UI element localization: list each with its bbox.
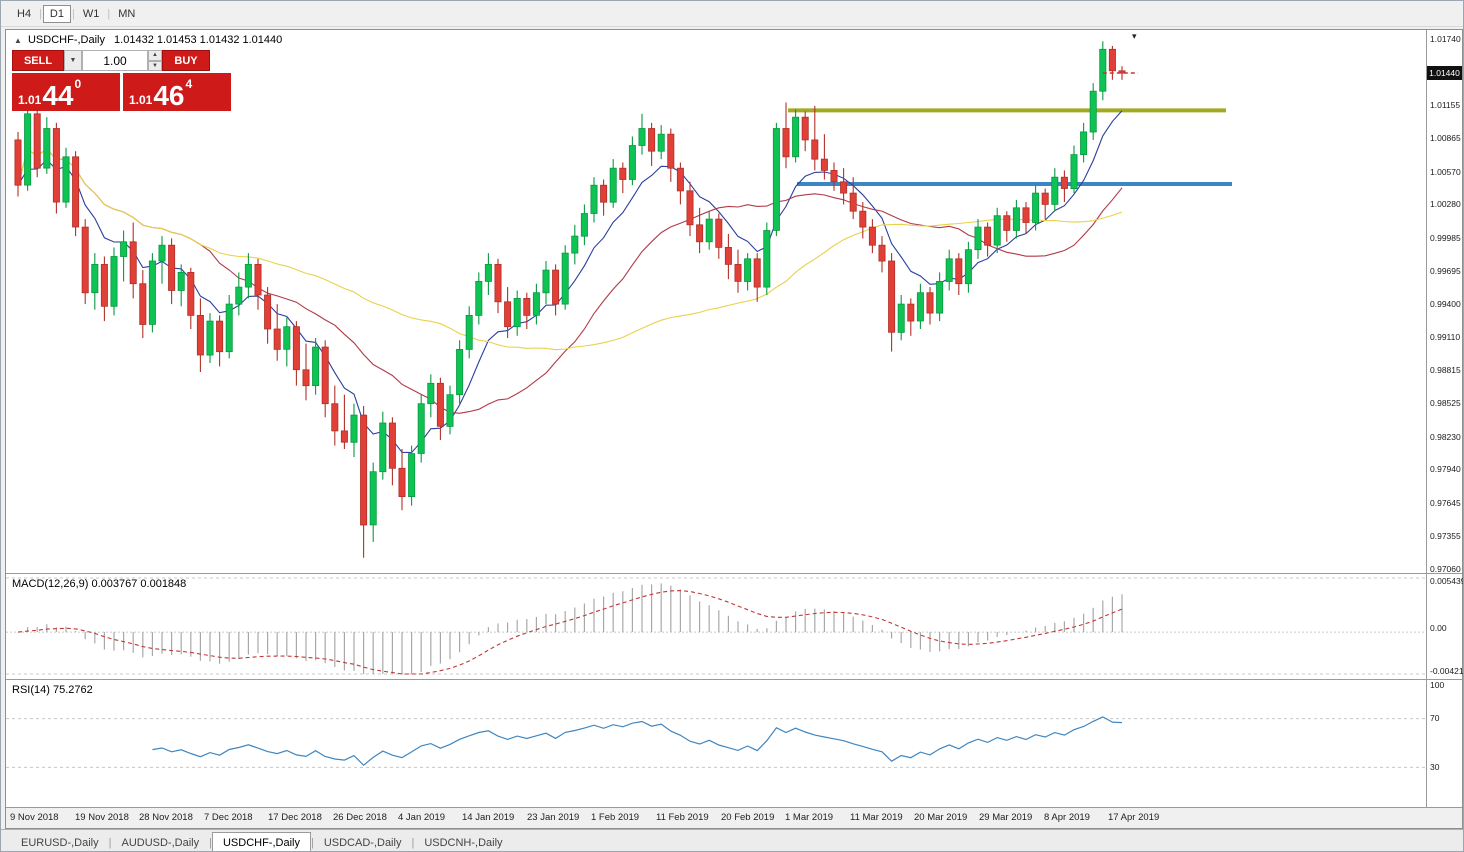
date-axis-label: 7 Dec 2018 xyxy=(204,812,253,823)
volume-up-icon[interactable]: ▲ xyxy=(148,50,162,61)
chart-ohlc-values: 1.01432 1.01453 1.01432 1.01440 xyxy=(114,34,283,46)
symbol-tab-usdcnh[interactable]: USDCNH-,Daily xyxy=(424,837,503,849)
price-axis-label: 0.99400 xyxy=(1430,299,1461,309)
sell-button[interactable]: SELL xyxy=(12,50,64,71)
symbol-tab-usdchf[interactable]: USDCHF-,Daily xyxy=(211,832,311,851)
date-axis-label: 28 Nov 2018 xyxy=(139,812,193,823)
date-axis-label: 19 Nov 2018 xyxy=(75,812,129,823)
rsi-axis-label: 30 xyxy=(1430,762,1440,772)
buy-price-point: 4 xyxy=(185,77,193,91)
rsi-indicator-label: RSI(14) 75.2762 xyxy=(12,684,93,696)
tab-separator: | xyxy=(411,837,415,849)
date-axis-label: 26 Dec 2018 xyxy=(333,812,387,823)
price-axis-label: 1.01155 xyxy=(1430,100,1461,110)
buy-price-tile[interactable]: 1.01 46 4 xyxy=(123,73,231,111)
price-axis-label: 0.99110 xyxy=(1430,332,1461,342)
rsi-axis-label: 100 xyxy=(1430,680,1445,690)
panel-divider[interactable] xyxy=(6,679,1462,680)
date-axis-label: 1 Feb 2019 xyxy=(591,812,640,823)
sell-price-small: 1.01 xyxy=(18,93,42,107)
price-axis-label: 0.99985 xyxy=(1430,233,1461,243)
buy-price-pips: 46 xyxy=(153,80,185,112)
rsi-axis-label: 70 xyxy=(1430,713,1440,723)
date-axis-label: 17 Dec 2018 xyxy=(268,812,322,823)
chart-frame: ▲ USDCHF-,Daily 1.01432 1.01453 1.01432 … xyxy=(5,29,1463,829)
sell-price-tile[interactable]: 1.01 44 0 xyxy=(12,73,120,111)
tab-separator: | xyxy=(71,7,75,20)
current-price-badge: 1.01440 xyxy=(1427,66,1462,80)
price-axis-label: 0.97940 xyxy=(1430,464,1461,474)
macd-axis-label: 0.005439 xyxy=(1430,576,1464,586)
tab-separator: | xyxy=(108,837,112,849)
volume-dropdown-icon[interactable]: ▼ xyxy=(64,50,82,71)
date-axis-label: 29 Mar 2019 xyxy=(979,812,1033,823)
buy-price-small: 1.01 xyxy=(129,93,153,107)
date-axis-label: 9 Nov 2018 xyxy=(10,812,59,823)
tab-separator: | xyxy=(310,837,314,849)
one-click-trading-panel: SELL ▼ ▲ ▼ BUY 1.01 44 0 1.01 46 4 xyxy=(12,50,234,111)
price-scale-divider xyxy=(1426,30,1427,807)
price-axis-label: 0.98815 xyxy=(1430,365,1461,375)
buy-button[interactable]: BUY xyxy=(162,50,210,71)
price-axis-label: 0.97060 xyxy=(1430,564,1461,574)
chart-collapse-icon[interactable]: ▲ xyxy=(14,36,22,45)
price-axis-label: 1.00865 xyxy=(1430,133,1461,143)
date-axis-label: 11 Mar 2019 xyxy=(850,812,903,823)
chart-symbol-label: USDCHF-,Daily xyxy=(27,34,105,46)
date-axis-label: 8 Apr 2019 xyxy=(1044,812,1090,823)
tab-separator: | xyxy=(209,837,212,849)
sell-price-point: 0 xyxy=(74,77,82,91)
timeframe-tab-d1[interactable]: D1 xyxy=(42,4,71,23)
macd-indicator-label: MACD(12,26,9) 0.003767 0.001848 xyxy=(12,578,187,590)
timeframe-tab-h4[interactable]: H4 xyxy=(17,7,32,20)
volume-down-icon[interactable]: ▼ xyxy=(148,60,162,71)
panel-divider[interactable] xyxy=(6,573,1462,574)
date-axis-label: 4 Jan 2019 xyxy=(398,812,446,823)
axis-divider xyxy=(6,807,1462,808)
price-axis-label: 1.00280 xyxy=(1430,199,1461,209)
macd-axis-label: -0.004217 xyxy=(1430,666,1464,676)
price-chart-canvas[interactable] xyxy=(6,30,1426,572)
symbol-tab-audusd[interactable]: AUDUSD-,Daily xyxy=(121,837,200,849)
volume-stepper: ▲ ▼ xyxy=(148,50,162,71)
tab-separator: | xyxy=(107,7,111,20)
volume-input[interactable] xyxy=(82,50,148,71)
timeframe-tab-w1[interactable]: W1 xyxy=(82,7,100,20)
chart-shift-marker-icon[interactable]: ▾ xyxy=(1132,31,1137,41)
date-axis[interactable]: 9 Nov 2018 19 Nov 2018 28 Nov 2018 7 Dec 20… xyxy=(6,808,1462,828)
macd-axis-label: 0.00 xyxy=(1430,623,1447,633)
price-axis-label: 1.01740 xyxy=(1430,34,1461,44)
date-axis-label: 20 Mar 2019 xyxy=(914,812,968,823)
symbol-tab-eurusd[interactable]: EURUSD-,Daily xyxy=(21,837,99,849)
date-axis-label: 11 Feb 2019 xyxy=(656,812,709,823)
price-axis-label: 0.98525 xyxy=(1430,398,1461,408)
macd-chart-canvas[interactable] xyxy=(6,574,1426,678)
price-axis-label: 0.97355 xyxy=(1430,531,1461,541)
timeframe-tab-mn[interactable]: MN xyxy=(118,7,136,20)
date-axis-label: 23 Jan 2019 xyxy=(527,812,580,823)
chart-title: ▲ USDCHF-,Daily 1.01432 1.01453 1.01432 … xyxy=(14,34,282,46)
date-axis-label: 14 Jan 2019 xyxy=(462,812,515,823)
sell-price-pips: 44 xyxy=(42,80,74,112)
tab-separator: | xyxy=(39,7,42,20)
symbol-tab-usdcad[interactable]: USDCAD-,Daily xyxy=(323,837,402,849)
price-axis-label: 0.97645 xyxy=(1430,498,1461,508)
date-axis-label: 17 Apr 2019 xyxy=(1108,812,1160,823)
price-axis-label: 0.98230 xyxy=(1430,432,1461,442)
price-axis-label: 0.99695 xyxy=(1430,266,1461,276)
date-axis-label: 20 Feb 2019 xyxy=(721,812,775,823)
price-axis-label: 1.00570 xyxy=(1430,167,1461,177)
symbol-tab-bar: EURUSD-,Daily | AUDUSD-,Daily | USDCHF-,Dail… xyxy=(1,829,1463,851)
timeframe-bar: H4 | D1 | W1 | MN xyxy=(1,1,1463,27)
rsi-chart-canvas[interactable] xyxy=(6,680,1426,806)
date-axis-label: 1 Mar 2019 xyxy=(785,812,834,823)
